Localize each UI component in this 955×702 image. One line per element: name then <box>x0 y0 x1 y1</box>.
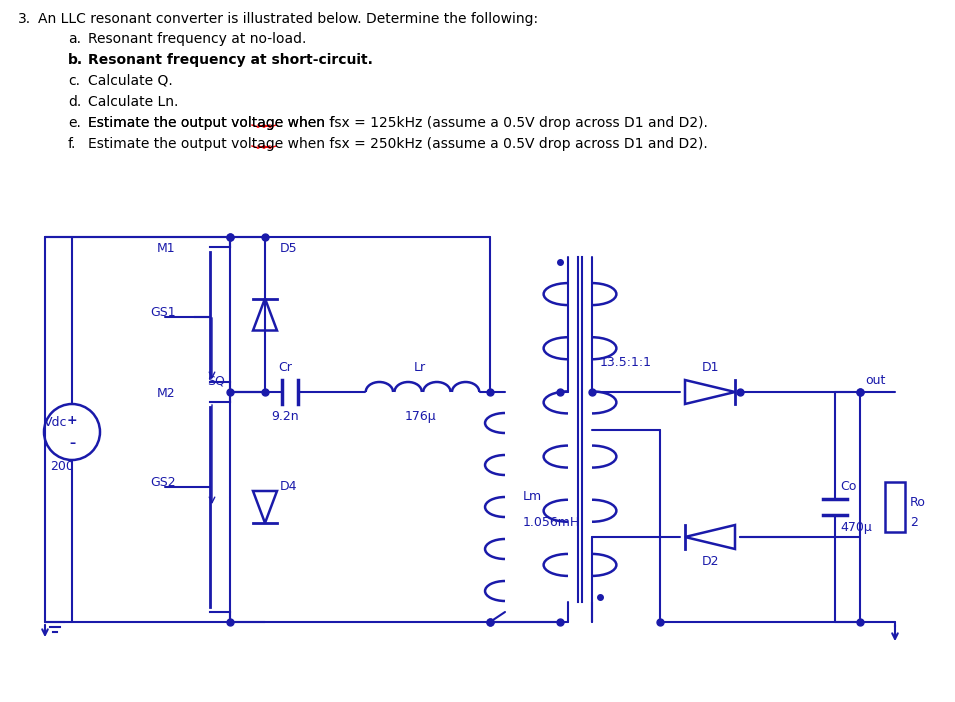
Text: b.: b. <box>68 53 83 67</box>
Text: 1.056mH: 1.056mH <box>523 515 581 529</box>
Text: 200: 200 <box>50 460 74 473</box>
Text: Calculate Q.: Calculate Q. <box>88 74 173 88</box>
Text: D4: D4 <box>280 480 298 494</box>
Text: Resonant frequency at short-circuit.: Resonant frequency at short-circuit. <box>88 53 372 67</box>
Text: Cr: Cr <box>278 361 292 374</box>
Text: D5: D5 <box>280 242 298 255</box>
Text: Lm: Lm <box>523 491 542 503</box>
Text: 9.2n: 9.2n <box>271 410 299 423</box>
Text: d.: d. <box>68 95 81 109</box>
Text: Calculate Ln.: Calculate Ln. <box>88 95 179 109</box>
Text: GS1: GS1 <box>150 305 176 319</box>
Text: Estimate the output voltage when fsx = 250kHz (assume a 0.5V drop across D1 and : Estimate the output voltage when fsx = 2… <box>88 137 708 151</box>
Text: Lr: Lr <box>414 361 426 374</box>
Text: c.: c. <box>68 74 80 88</box>
Text: Estimate the output voltage when fsx = 125kHz (assume a 0.5V drop across D1 and : Estimate the output voltage when fsx = 1… <box>88 116 708 130</box>
Text: Vdc: Vdc <box>44 416 68 428</box>
Text: +: + <box>67 413 77 427</box>
Text: D1: D1 <box>701 361 719 374</box>
Text: Ro: Ro <box>910 496 926 508</box>
Text: An LLC resonant converter is illustrated below. Determine the following:: An LLC resonant converter is illustrated… <box>38 12 538 26</box>
Text: Estimate the output voltage when f: Estimate the output voltage when f <box>88 116 334 130</box>
Text: e.: e. <box>68 116 81 130</box>
Text: M1: M1 <box>157 242 175 255</box>
Text: M2: M2 <box>157 387 175 400</box>
Text: Resonant frequency at no-load.: Resonant frequency at no-load. <box>88 32 307 46</box>
Text: 13.5:1:1: 13.5:1:1 <box>600 355 652 369</box>
Text: SQ: SQ <box>207 374 225 387</box>
Text: out: out <box>865 374 885 387</box>
Text: GS2: GS2 <box>150 475 176 489</box>
Text: 2: 2 <box>910 515 918 529</box>
Text: 3.: 3. <box>18 12 32 26</box>
Text: 470μ: 470μ <box>840 520 872 534</box>
Text: –: – <box>69 437 75 451</box>
Text: f.: f. <box>68 137 76 151</box>
Text: Co: Co <box>840 480 857 494</box>
Text: a.: a. <box>68 32 81 46</box>
Text: D2: D2 <box>701 555 719 568</box>
Text: 176μ: 176μ <box>404 410 435 423</box>
